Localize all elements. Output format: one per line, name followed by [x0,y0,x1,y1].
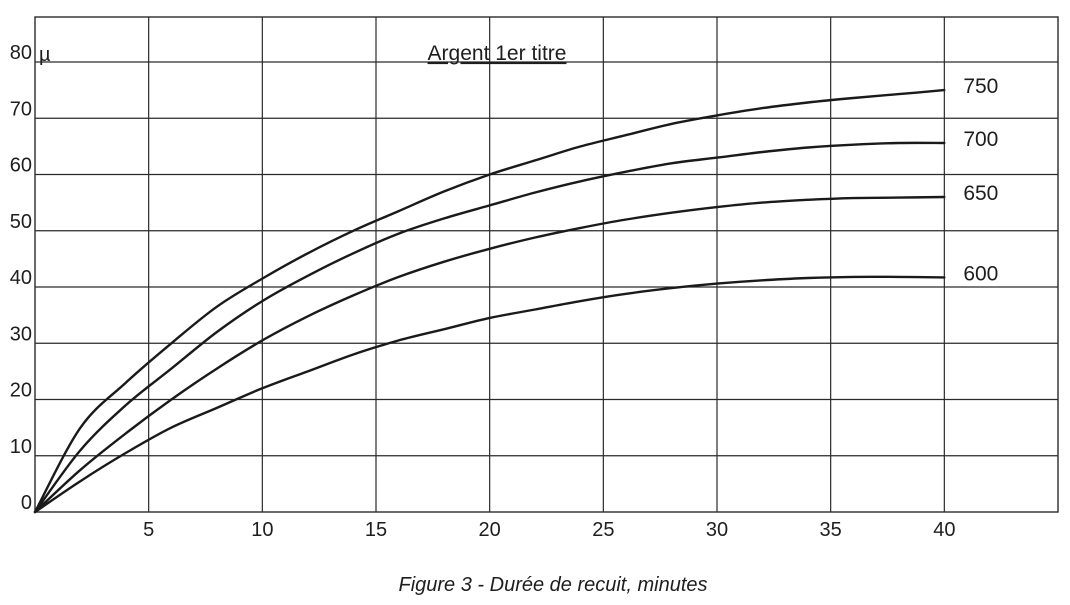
y-tick-label: 50 [10,211,32,233]
x-tick-label: 35 [820,519,842,541]
y-tick-label: 20 [10,380,32,402]
series-label-600: 600 [963,262,998,285]
x-tick-label: 20 [479,519,501,541]
y-tick-label: 30 [10,323,32,345]
series-label-700: 700 [963,128,998,151]
series-label-750: 750 [963,75,998,98]
series-label-650: 650 [963,182,998,205]
plot-frame [34,16,1059,513]
chart-title: Argent 1er titre [428,42,567,65]
series-line-750 [33,88,946,514]
y-tick-label: 60 [10,155,32,177]
y-axis-ticks: 0 10 20 30 40 50 60 70 80 [10,42,32,514]
x-tick-label: 5 [143,519,154,541]
y-tick-label: 70 [10,98,32,120]
grid [35,17,1058,512]
series-line-600 [33,275,946,514]
y-tick-label: 40 [10,267,32,289]
x-tick-label: 30 [706,519,728,541]
x-tick-label: 25 [592,519,614,541]
x-tick-label: 40 [933,519,955,541]
series-labels: 750 700 650 600 [963,75,998,285]
series-line-650 [33,195,946,514]
x-tick-label: 15 [365,519,387,541]
y-tick-label: 10 [10,436,32,458]
y-tick-label: 0 [21,492,32,514]
y-tick-label: 80 [10,42,32,64]
x-axis-ticks: 5 10 15 20 25 30 35 40 [143,519,955,541]
y-unit-label: µ [39,44,51,66]
x-tick-label: 10 [251,519,273,541]
series-lines [33,88,946,514]
figure-caption: Figure 3 - Durée de recuit, minutes [398,574,707,596]
series-line-700 [33,141,946,514]
